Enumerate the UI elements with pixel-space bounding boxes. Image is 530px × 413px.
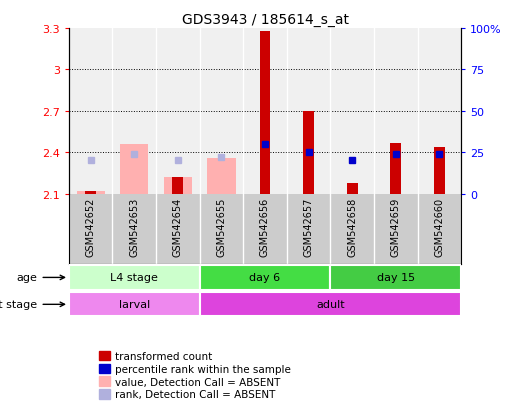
Bar bbox=[69, 266, 200, 290]
Text: L4 stage: L4 stage bbox=[110, 273, 158, 283]
Bar bbox=[260, 32, 270, 194]
Bar bbox=[172, 178, 183, 194]
Text: development stage: development stage bbox=[0, 299, 65, 310]
Legend: transformed count, percentile rank within the sample, value, Detection Call = AB: transformed count, percentile rank withi… bbox=[95, 347, 295, 404]
Text: adult: adult bbox=[316, 299, 344, 310]
Bar bbox=[303, 112, 314, 194]
Text: GSM542657: GSM542657 bbox=[304, 197, 314, 257]
Text: day 6: day 6 bbox=[250, 273, 280, 283]
Bar bbox=[85, 191, 96, 194]
Bar bbox=[164, 178, 192, 194]
Bar bbox=[434, 147, 445, 194]
Bar bbox=[69, 292, 200, 317]
Bar bbox=[207, 158, 235, 194]
Text: GSM542659: GSM542659 bbox=[391, 197, 401, 257]
Bar bbox=[200, 266, 330, 290]
Text: GSM542660: GSM542660 bbox=[434, 197, 444, 256]
Text: day 15: day 15 bbox=[377, 273, 415, 283]
Text: GSM542654: GSM542654 bbox=[173, 197, 183, 257]
Bar bbox=[120, 145, 148, 194]
Bar bbox=[200, 292, 461, 317]
Text: larval: larval bbox=[119, 299, 150, 310]
Text: GSM542652: GSM542652 bbox=[86, 197, 96, 257]
Title: GDS3943 / 185614_s_at: GDS3943 / 185614_s_at bbox=[181, 12, 349, 26]
Bar bbox=[347, 183, 358, 194]
Text: GSM542653: GSM542653 bbox=[129, 197, 139, 257]
Bar bbox=[390, 143, 401, 194]
Text: GSM542658: GSM542658 bbox=[347, 197, 357, 257]
Bar bbox=[330, 266, 461, 290]
Bar bbox=[76, 191, 105, 194]
Text: GSM542655: GSM542655 bbox=[216, 197, 226, 257]
Text: age: age bbox=[16, 273, 65, 283]
Text: GSM542656: GSM542656 bbox=[260, 197, 270, 257]
